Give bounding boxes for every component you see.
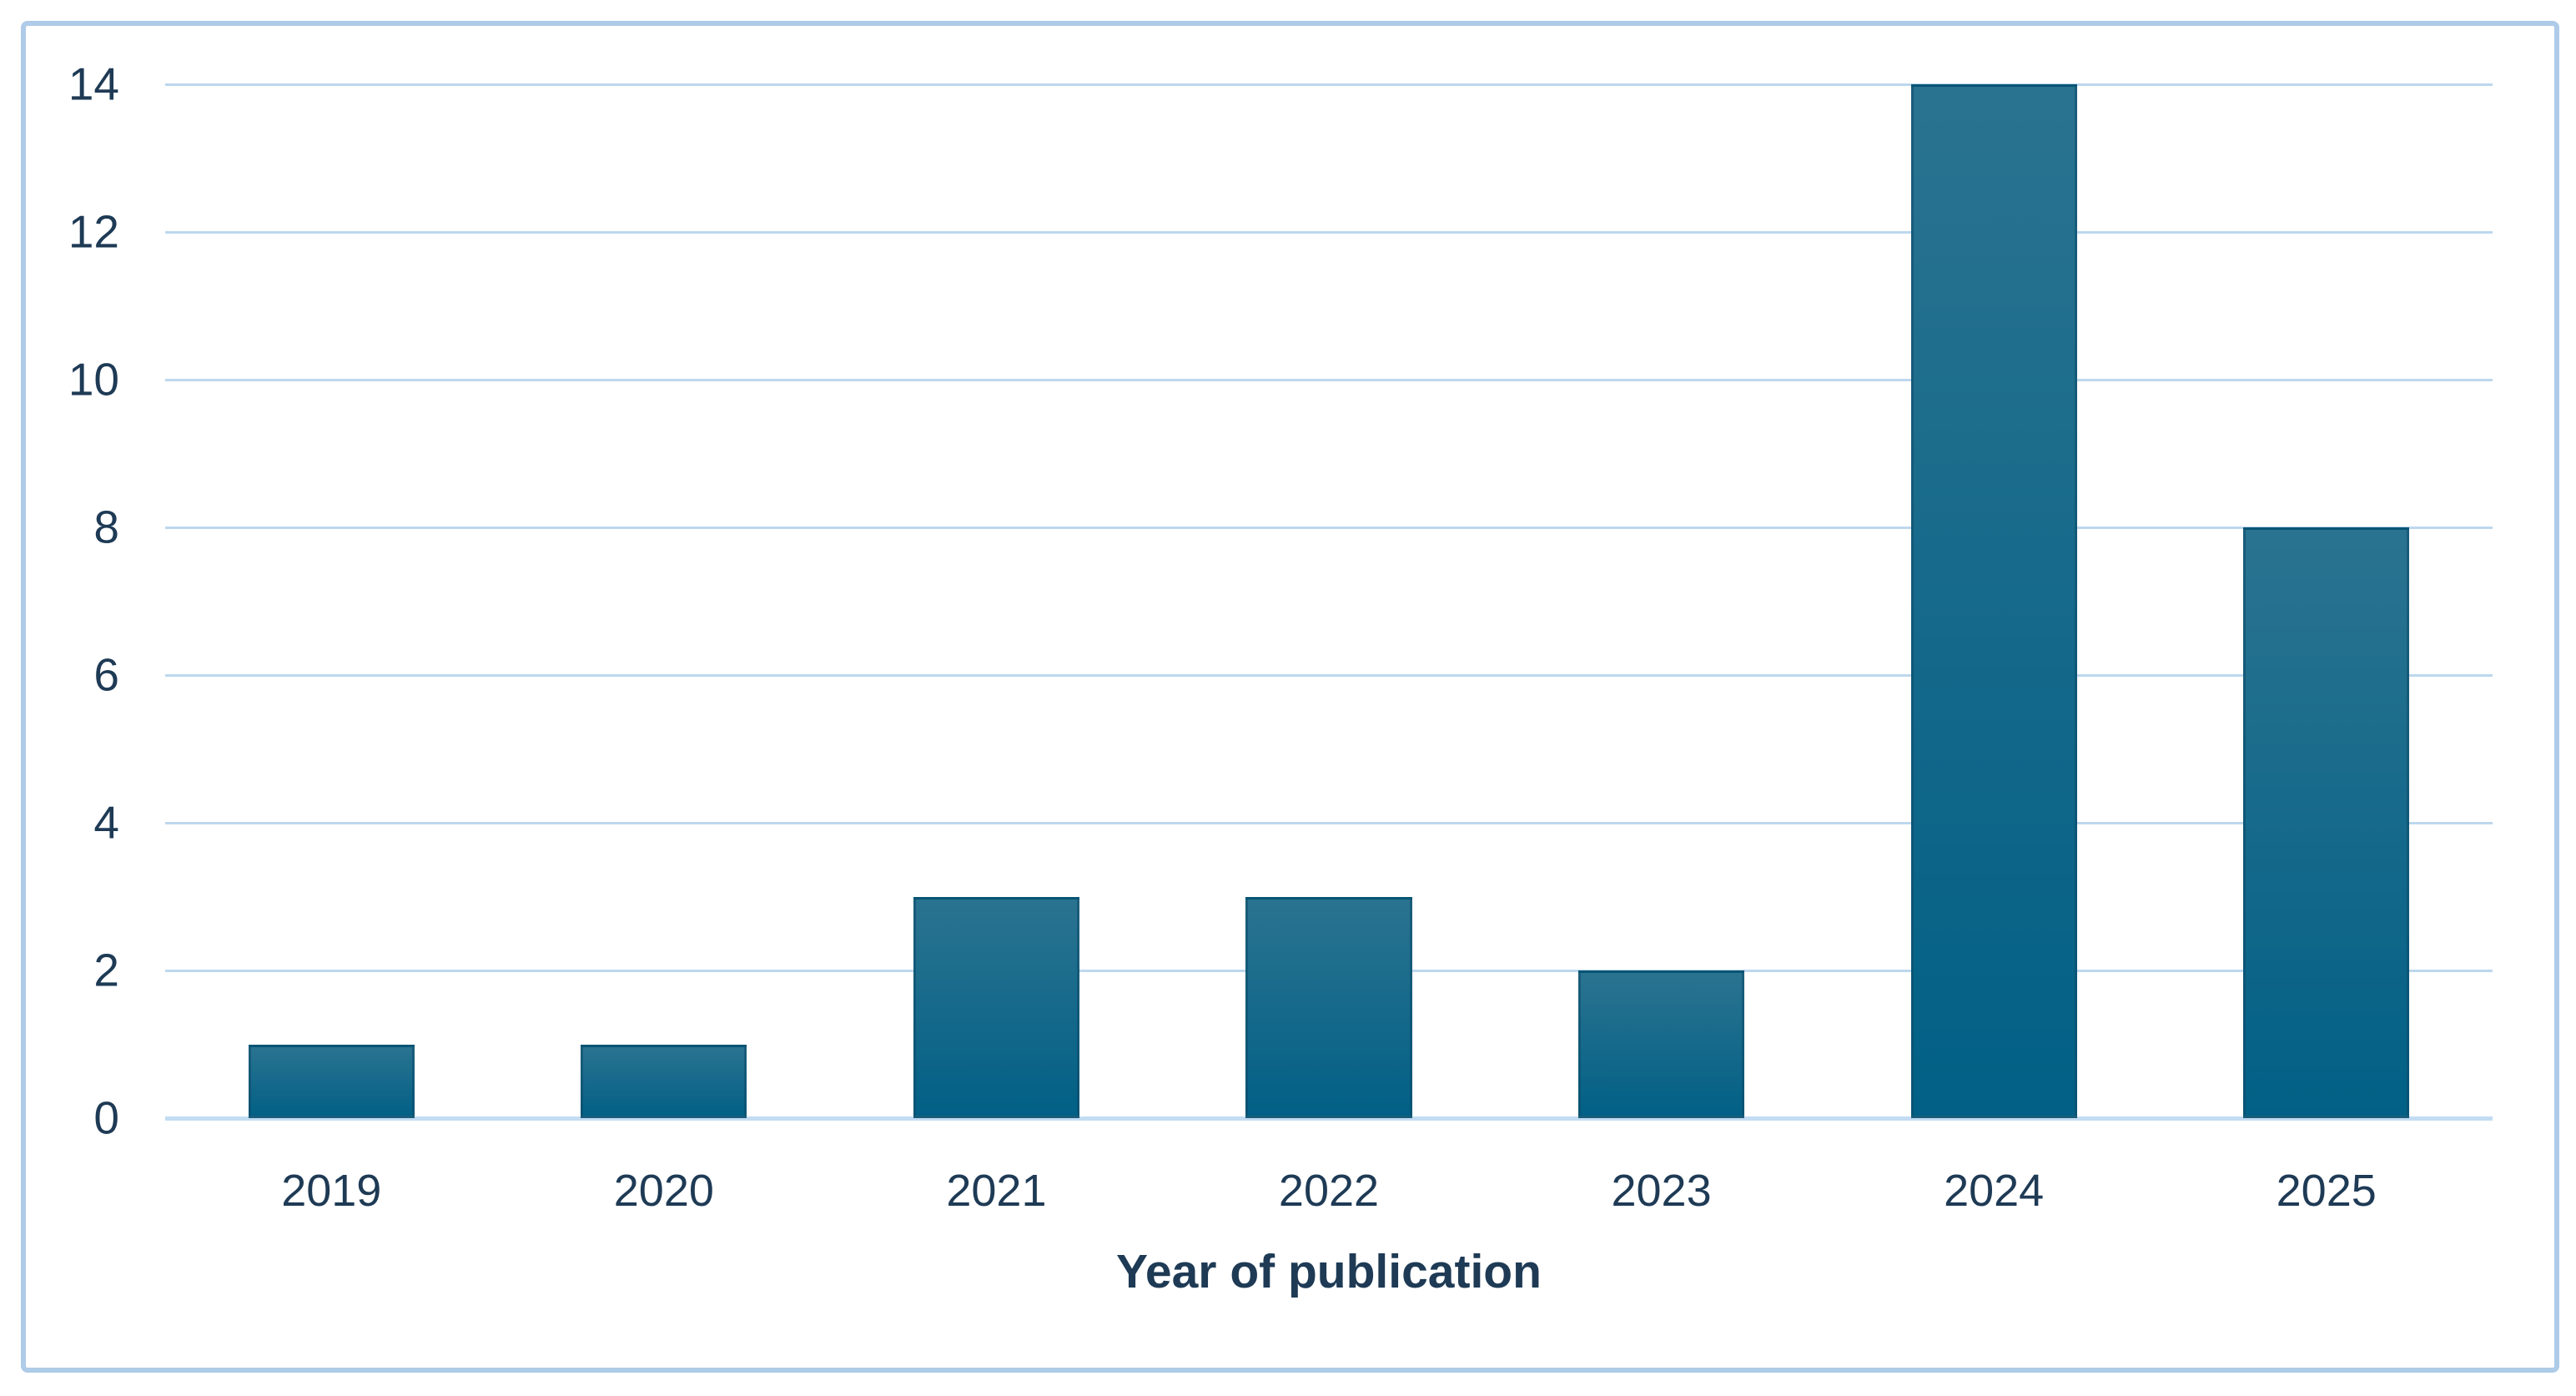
y-axis-tick-label: 2 <box>93 944 119 996</box>
y-axis-tick-label: 12 <box>68 205 119 258</box>
x-axis-title: Year of publication <box>1116 1245 1542 1298</box>
x-axis-tick-label: 2020 <box>613 1166 714 1216</box>
bar-2023 <box>1577 970 1745 1118</box>
x-axis-line <box>165 1116 2493 1121</box>
x-axis-tick-label: 2025 <box>2276 1166 2377 1216</box>
x-axis-tick-label: 2019 <box>281 1166 382 1216</box>
bar-2021 <box>913 896 1080 1118</box>
y-axis-tick-label: 0 <box>93 1091 119 1144</box>
gridline-6 <box>165 673 2493 677</box>
gridline-4 <box>165 821 2493 824</box>
y-axis-tick-label: 14 <box>68 58 119 110</box>
x-axis-tick-label: 2022 <box>1278 1166 1380 1216</box>
gridline-8 <box>165 526 2493 529</box>
x-axis-tick-labels: 2019 2020 2021 2022 2023 2024 2025 <box>165 1157 2493 1232</box>
plot-area <box>165 83 2493 1121</box>
gridline-10 <box>165 378 2493 381</box>
y-axis-tick-label: 4 <box>93 796 119 849</box>
x-axis-tick-label: 2021 <box>946 1166 1047 1216</box>
y-axis-tick-label: 8 <box>93 501 119 553</box>
figure-border <box>21 21 2559 1373</box>
x-axis-tick-label: 2023 <box>1611 1166 1712 1216</box>
y-axis-tick-labels: 0 2 4 6 8 10 12 14 <box>0 61 119 1141</box>
bar-2022 <box>1245 896 1412 1118</box>
x-axis-tick-label: 2024 <box>1944 1166 2045 1216</box>
y-axis-tick-label: 6 <box>93 648 119 701</box>
bar-2024 <box>1910 84 2077 1118</box>
gridline-14 <box>165 83 2493 86</box>
y-axis-tick-label: 10 <box>68 353 119 406</box>
bar-2025 <box>2243 527 2410 1118</box>
bar-2020 <box>581 1044 747 1118</box>
gridline-12 <box>165 230 2493 234</box>
bar-2019 <box>248 1044 415 1118</box>
